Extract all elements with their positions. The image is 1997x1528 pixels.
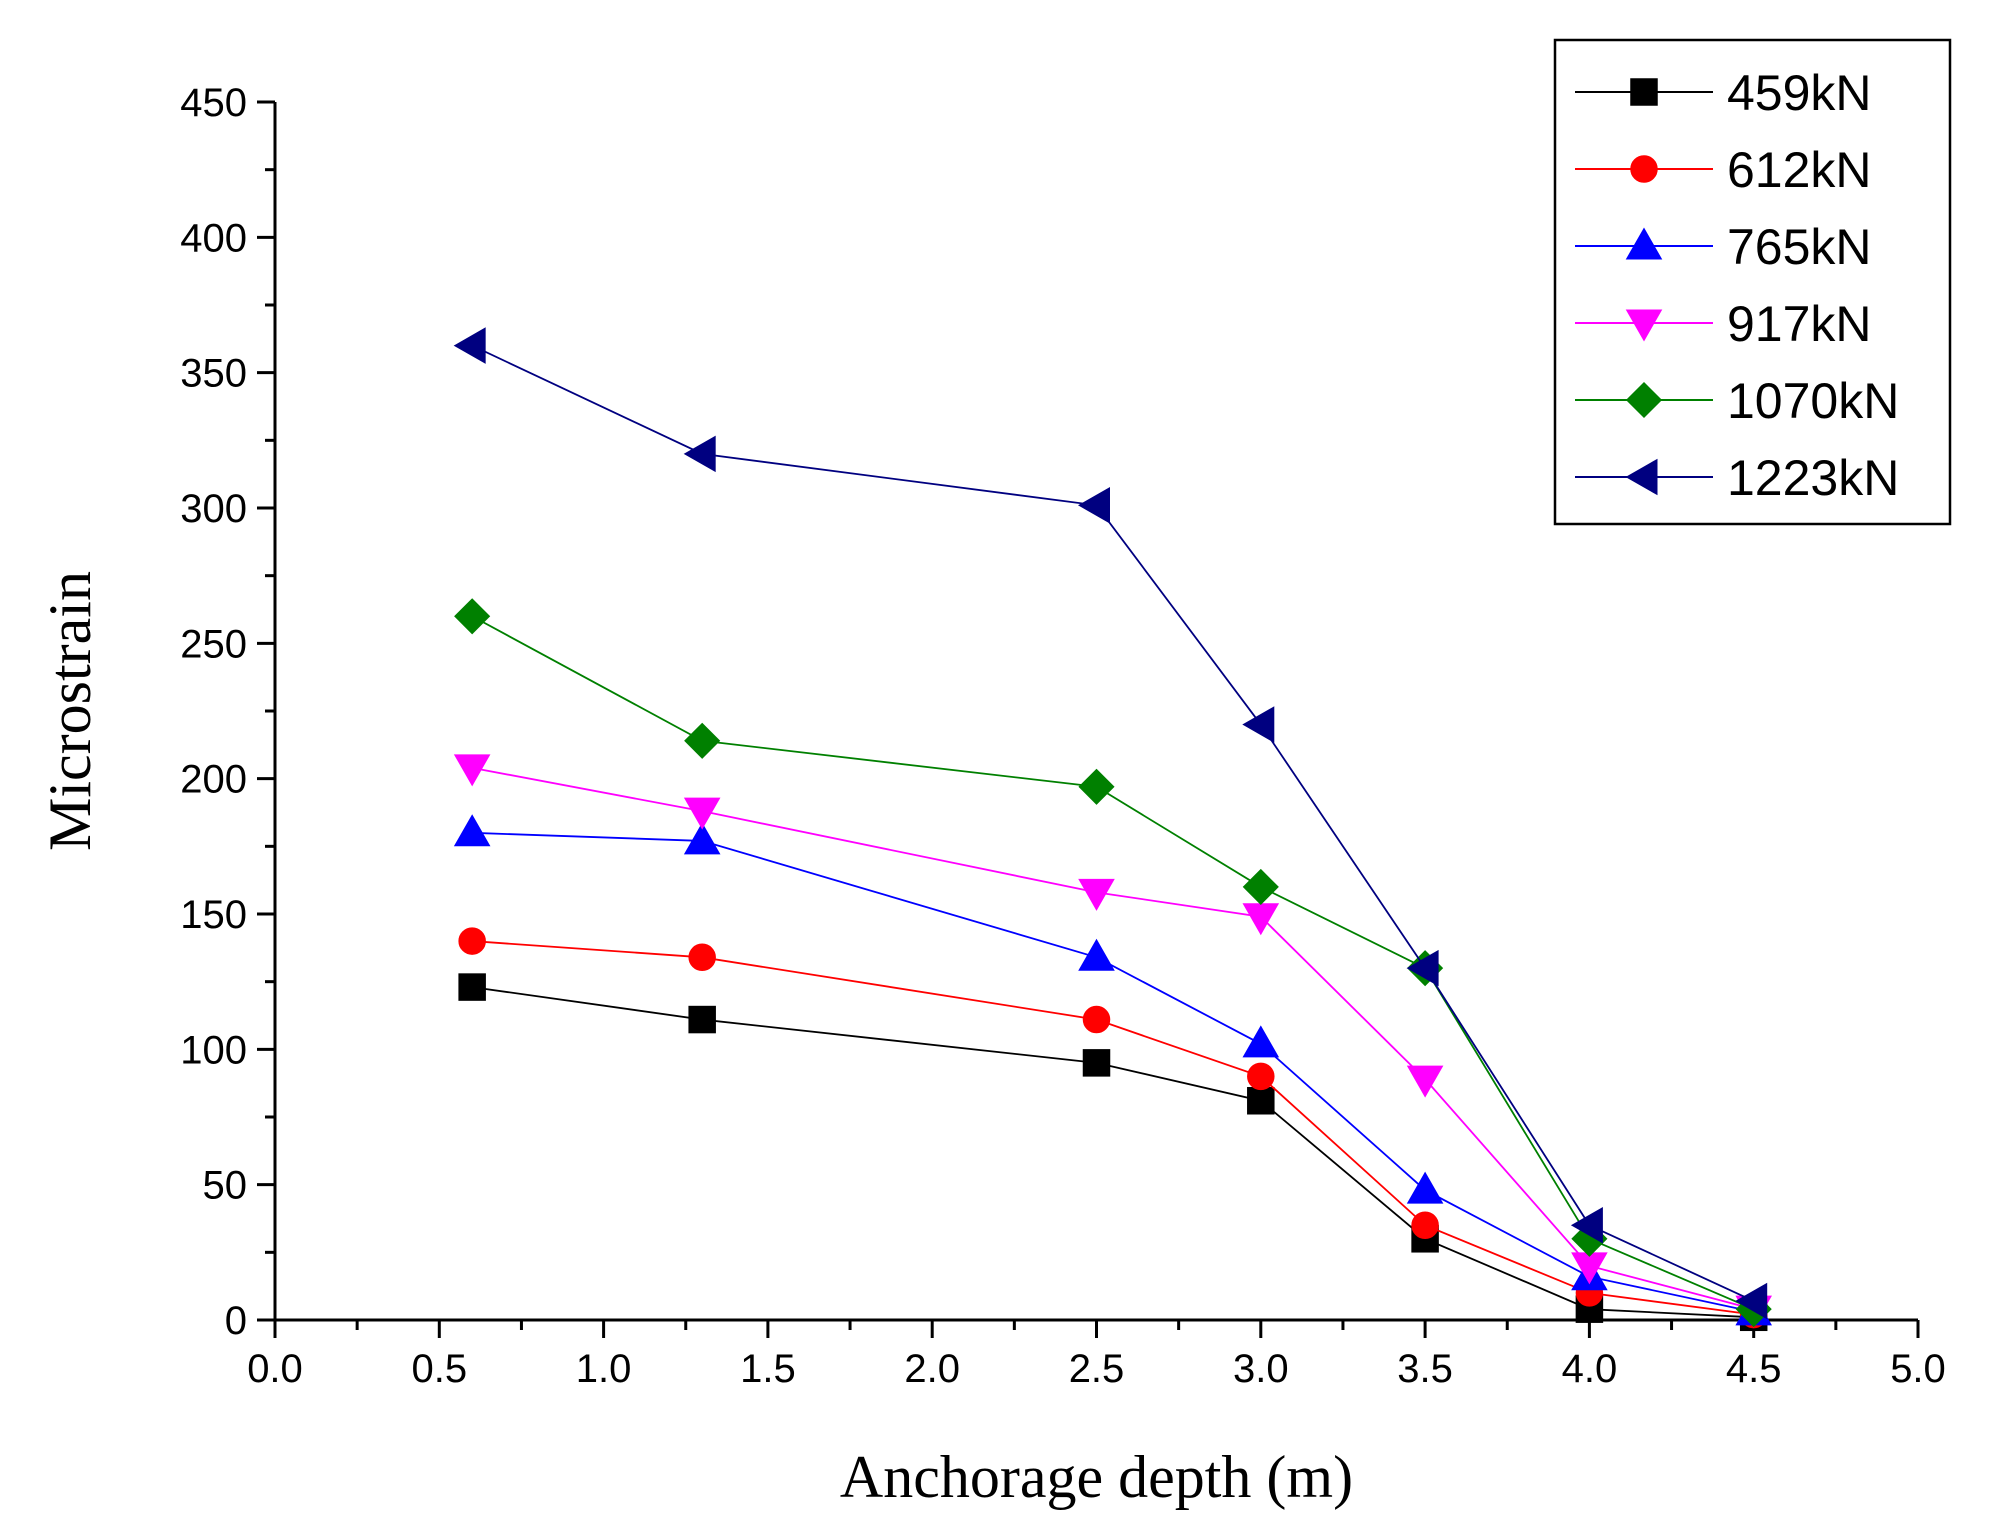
data-point: [1247, 1087, 1275, 1115]
x-tick-label: 5.0: [1890, 1347, 1946, 1391]
y-tick-label: 100: [180, 1028, 247, 1072]
legend-marker: [1630, 78, 1658, 106]
data-point: [1406, 1065, 1444, 1098]
x-tick-label: 3.0: [1233, 1347, 1289, 1391]
series-line: [471, 615, 1755, 1311]
y-tick-label: 450: [180, 81, 247, 125]
legend-label: 459kN: [1727, 65, 1872, 121]
data-point: [1082, 1049, 1111, 1077]
x-tick-label: 3.5: [1397, 1347, 1453, 1391]
data-point: [453, 814, 491, 847]
legend-label: 1070kN: [1727, 373, 1899, 429]
y-tick-label: 300: [180, 487, 247, 531]
series-group: [453, 327, 1772, 1332]
series-line: [471, 766, 1754, 1311]
data-point: [1406, 1171, 1444, 1204]
x-tick-label: 0.5: [411, 1347, 467, 1391]
data-point: [1735, 1282, 1768, 1320]
x-tick-label: 1.0: [576, 1347, 632, 1391]
legend-entry: 765kN: [1575, 219, 1872, 275]
y-axis-title: Microstrain: [37, 571, 103, 851]
legend-marker: [1625, 227, 1663, 260]
data-point: [688, 1005, 716, 1034]
data-point: [1078, 938, 1115, 971]
legend-entry: 1070kN: [1575, 373, 1899, 429]
data-point: [683, 822, 721, 855]
y-tick-label: 50: [203, 1164, 248, 1208]
series-1223kN: [453, 327, 1768, 1320]
legend-label: 1223kN: [1727, 450, 1899, 506]
x-tick-label: 2.5: [1069, 1347, 1125, 1391]
y-tick-label: 400: [180, 216, 247, 260]
x-ticks: 0.0 0.5 1.0 1.5 2.0 2.5 3.0 3.5 4.0 4.5 5.0: [247, 1320, 1946, 1391]
y-tick-label: 200: [180, 758, 247, 802]
data-point: [684, 722, 721, 759]
data-point: [1082, 1005, 1111, 1034]
series-459kN: [458, 973, 1768, 1332]
legend-marker: [1625, 458, 1658, 496]
data-point: [1247, 1062, 1275, 1091]
legend: 459kN 612kN 765kN 917kN 1070kN 1223kN: [1553, 38, 1952, 526]
y-tick-label: 250: [180, 622, 247, 666]
data-point: [453, 327, 486, 364]
legend-entry: 1223kN: [1575, 450, 1899, 506]
data-point: [1411, 1211, 1439, 1240]
data-point: [1242, 868, 1279, 905]
data-point: [683, 435, 716, 473]
data-point: [1242, 1025, 1280, 1058]
x-tick-label: 4.0: [1562, 1347, 1618, 1391]
x-tick-label: 0.0: [247, 1347, 303, 1391]
legend-entry: 459kN: [1575, 65, 1872, 121]
data-point: [1078, 878, 1115, 911]
data-point: [1406, 949, 1439, 987]
data-point: [1242, 706, 1275, 743]
legend-entry: 917kN: [1575, 296, 1872, 352]
legend-entry: 612kN: [1575, 142, 1872, 198]
y-tick-label: 0: [225, 1299, 247, 1343]
legend-label: 765kN: [1727, 219, 1872, 275]
data-point: [458, 973, 486, 1001]
legend-label: 917kN: [1727, 296, 1872, 352]
x-axis-title: Anchorage depth (m): [840, 1444, 1353, 1510]
data-point: [1570, 1206, 1603, 1244]
data-point: [458, 927, 486, 955]
data-point: [688, 943, 716, 972]
y-ticks: 0 50 100 150 200 250 300 350 400 450: [180, 81, 275, 1343]
data-point: [453, 754, 491, 787]
series-line: [472, 831, 1754, 1313]
data-point: [1078, 768, 1115, 805]
x-tick-label: 4.5: [1726, 1347, 1782, 1391]
series-line: [472, 940, 1754, 1316]
x-tick-label: 1.5: [740, 1347, 796, 1391]
y-tick-label: 150: [180, 893, 247, 937]
series-line: [472, 986, 1754, 1319]
legend-label: 612kN: [1727, 142, 1872, 198]
legend-marker: [1630, 155, 1658, 183]
data-point: [1077, 487, 1110, 524]
y-tick-label: 350: [180, 352, 247, 396]
data-point: [683, 797, 721, 830]
series-1070kN: [454, 598, 1772, 1328]
legend-marker: [1625, 381, 1663, 419]
data-point: [454, 598, 491, 635]
legend-box: [1553, 38, 1952, 526]
legend-marker: [1625, 309, 1663, 342]
x-tick-label: 2.0: [904, 1347, 960, 1391]
